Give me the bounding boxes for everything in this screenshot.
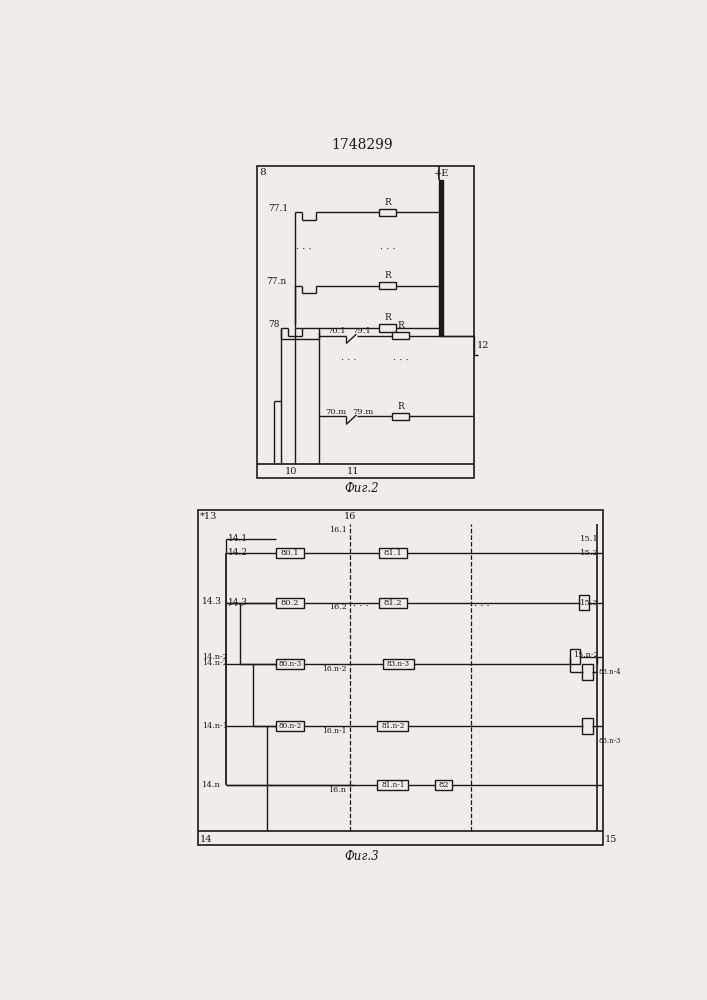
Text: 81.1: 81.1 [384, 549, 402, 557]
Text: R: R [397, 402, 404, 411]
Text: 10: 10 [284, 467, 297, 476]
Text: 81.n-2: 81.n-2 [381, 722, 404, 730]
Text: 81.2: 81.2 [384, 599, 402, 607]
Text: 15.2: 15.2 [580, 549, 599, 557]
Text: 14.n-2: 14.n-2 [202, 659, 228, 667]
Bar [579, 595, 590, 610]
Bar [583, 718, 592, 734]
Text: 12: 12 [477, 341, 489, 350]
Text: · · ·: · · · [474, 602, 489, 611]
Text: 14.3: 14.3 [228, 598, 248, 607]
Text: 70.1: 70.1 [327, 327, 346, 335]
Bar [383, 659, 414, 669]
Text: 77.1: 77.1 [268, 204, 288, 213]
Bar [392, 332, 409, 339]
Text: 1748299: 1748299 [331, 138, 393, 152]
Bar [276, 721, 304, 731]
Text: 15.n-2: 15.n-2 [573, 651, 599, 659]
Text: · · ·: · · · [341, 356, 356, 365]
Text: 80.2: 80.2 [281, 599, 299, 607]
Text: 14.n: 14.n [202, 781, 221, 789]
Bar [257, 166, 474, 478]
Text: 8: 8 [259, 168, 266, 177]
Text: Фиг.3: Фиг.3 [344, 850, 379, 863]
Text: 70.m: 70.m [325, 408, 346, 416]
Bar [276, 598, 304, 608]
Text: 16.n-2: 16.n-2 [322, 665, 346, 673]
Text: R: R [397, 321, 404, 330]
Text: 82: 82 [438, 781, 449, 789]
Text: 16.2: 16.2 [329, 603, 346, 611]
Text: 77.n: 77.n [267, 277, 287, 286]
Text: 14: 14 [200, 835, 213, 844]
Text: · · ·: · · · [296, 245, 312, 254]
Text: 16.n: 16.n [329, 786, 346, 794]
Text: · · ·: · · · [228, 602, 243, 611]
Text: 15.3: 15.3 [580, 599, 599, 607]
Text: 81.n-1: 81.n-1 [381, 781, 404, 789]
Text: 78: 78 [268, 320, 280, 329]
Text: 79.1: 79.1 [353, 327, 371, 335]
Text: 14.2: 14.2 [228, 548, 248, 557]
Bar [379, 209, 396, 216]
Text: R: R [384, 271, 391, 280]
Text: 16: 16 [344, 512, 356, 521]
Bar [276, 659, 304, 669]
Text: 14.n-1: 14.n-1 [202, 722, 228, 730]
Text: 83.n-4: 83.n-4 [598, 668, 621, 676]
Bar [379, 282, 396, 289]
Text: 83.n-3: 83.n-3 [598, 737, 621, 745]
Bar [378, 780, 409, 790]
Text: 14.3: 14.3 [202, 597, 222, 606]
Bar [583, 664, 592, 680]
Text: 16.1: 16.1 [329, 526, 346, 534]
Text: 11: 11 [346, 467, 359, 476]
Bar [438, 180, 443, 336]
Bar [379, 598, 407, 608]
Text: 14.n-2: 14.n-2 [202, 653, 228, 661]
Text: 14.1: 14.1 [228, 534, 248, 543]
Bar [378, 721, 409, 731]
Text: R: R [384, 198, 391, 207]
Bar [392, 413, 409, 420]
Text: +E: +E [434, 169, 450, 178]
Text: *13: *13 [200, 512, 217, 521]
Text: 15.1: 15.1 [580, 535, 599, 543]
Text: 80.n-3: 80.n-3 [279, 660, 301, 668]
Text: 79.m: 79.m [353, 408, 374, 416]
Bar [570, 649, 580, 664]
Bar [379, 548, 407, 558]
Text: · · ·: · · · [393, 356, 409, 365]
Text: · · ·: · · · [380, 245, 395, 254]
Bar [379, 324, 396, 332]
Text: Фиг.2: Фиг.2 [344, 482, 379, 495]
Bar [276, 548, 304, 558]
Text: · · ·: · · · [354, 602, 369, 611]
Bar [199, 510, 603, 845]
Text: 15: 15 [605, 835, 618, 844]
Text: R: R [384, 313, 391, 322]
Text: 80.1: 80.1 [281, 549, 299, 557]
Text: 16.n-1: 16.n-1 [322, 727, 346, 735]
Text: 83.n-3: 83.n-3 [387, 660, 410, 668]
Text: 80.n-2: 80.n-2 [279, 722, 301, 730]
Bar [435, 780, 452, 790]
